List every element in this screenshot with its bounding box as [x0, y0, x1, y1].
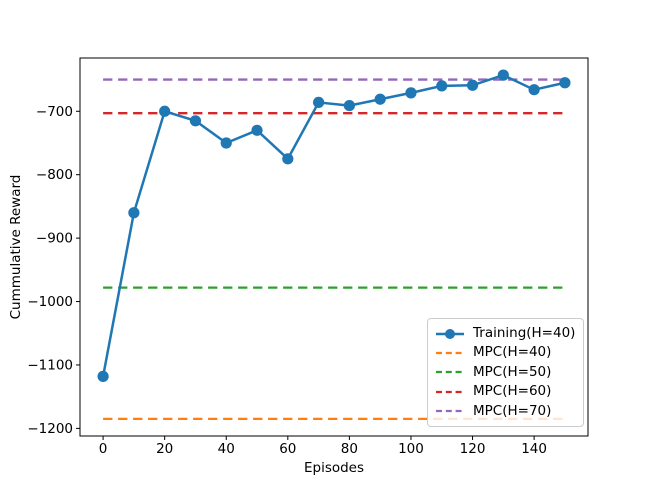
data-point-marker [466, 79, 479, 91]
x-tick-label: 60 [279, 441, 296, 457]
data-point-marker [251, 124, 263, 136]
data-point-marker [282, 153, 294, 165]
legend-item-mpc-h70: MPC(H=70) [435, 404, 576, 418]
training-line [101, 73, 566, 377]
legend-sample-dashed-green-icon [436, 371, 464, 374]
data-point-marker [97, 370, 109, 382]
y-tick-label: −1000 [27, 294, 73, 310]
legend-label: MPC(H=70) [473, 402, 552, 419]
y-tick-label: −800 [36, 167, 73, 183]
legend-label: MPC(H=50) [473, 363, 552, 380]
data-point-marker [189, 115, 202, 127]
y-axis-label: Cummulative Reward [8, 174, 24, 320]
legend-item-mpc-h60: MPC(H=60) [435, 385, 576, 399]
data-point-marker [159, 105, 171, 117]
legend-sample-training-line-icon [436, 328, 464, 339]
x-tick-label: 140 [521, 441, 547, 457]
data-point-marker [343, 99, 355, 112]
legend: Training(H=40) MPC(H=40) MPC(H=50) MPC(H… [427, 318, 584, 427]
data-point-marker [313, 96, 325, 108]
legend-item-mpc-h50: MPC(H=50) [435, 365, 576, 379]
y-tick-label: −1100 [27, 357, 73, 373]
data-point-marker [220, 137, 232, 149]
data-point-marker [559, 77, 571, 89]
x-axis-label: Episodes [303, 460, 365, 476]
data-point-marker [374, 93, 386, 105]
x-tick-label: 80 [341, 441, 358, 457]
data-point-marker [436, 80, 448, 92]
data-point-marker [497, 69, 509, 81]
legend-sample-dashed-purple-icon [436, 410, 464, 413]
legend-item-training-h40: Training(H=40) [435, 324, 576, 341]
plot-border [79, 57, 589, 437]
legend-sample-dashed-orange-icon [436, 351, 464, 355]
x-tick-label: 40 [218, 441, 235, 457]
y-tick-label: −1200 [27, 421, 73, 437]
legend-sample-dashed-red-icon [436, 390, 464, 394]
data-point-marker [528, 84, 540, 96]
legend-item-mpc-h40: MPC(H=40) [435, 346, 576, 360]
legend-label: Training(H=40) [473, 324, 576, 341]
data-point-marker [128, 207, 140, 219]
x-tick-label: 100 [398, 441, 424, 457]
legend-label: MPC(H=60) [473, 383, 552, 400]
data-point-marker [405, 87, 417, 99]
x-tick-label: 20 [156, 441, 173, 457]
y-tick-label: −700 [36, 104, 73, 120]
x-tick-label: 120 [460, 441, 486, 457]
legend-label: MPC(H=40) [473, 344, 552, 361]
x-tick-label: 0 [99, 441, 108, 457]
y-tick-label: −900 [36, 231, 73, 247]
